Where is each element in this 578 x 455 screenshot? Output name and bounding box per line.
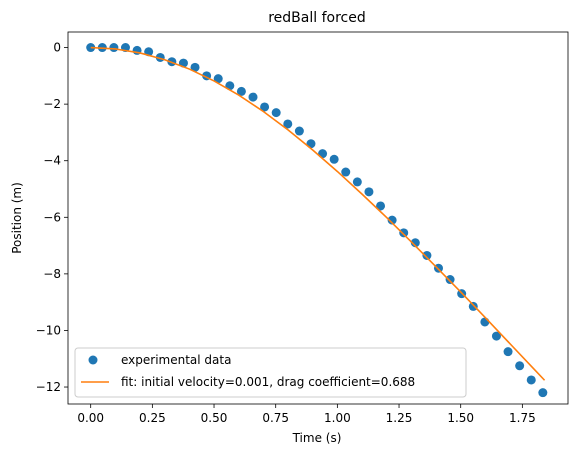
legend-marker-data: [88, 355, 98, 365]
y-tick-label: −10: [36, 323, 61, 337]
data-point: [387, 215, 397, 225]
data-point: [236, 86, 246, 96]
y-tick-label: −4: [43, 154, 61, 168]
x-tick-label: 1.75: [509, 411, 536, 425]
data-point: [491, 331, 501, 341]
fit-line: [90, 46, 546, 381]
data-point: [329, 154, 339, 164]
data-point: [526, 375, 536, 385]
data-point: [410, 238, 420, 248]
data-point: [213, 74, 223, 84]
data-point: [294, 126, 304, 136]
data-point: [260, 102, 270, 112]
x-tick-label: 1.50: [447, 411, 474, 425]
y-tick-label: −6: [43, 210, 61, 224]
data-point: [190, 62, 200, 72]
data-point: [283, 119, 293, 129]
legend-label-fit: fit: initial velocity=0.001, drag coeffi…: [121, 375, 415, 389]
legend: experimental data fit: initial velocity=0…: [74, 347, 467, 398]
data-point: [376, 201, 386, 211]
data-point: [248, 92, 258, 102]
data-point: [109, 43, 119, 53]
data-point: [352, 177, 362, 187]
x-tick-label: 0.75: [262, 411, 289, 425]
y-tick-label: −2: [43, 97, 61, 111]
data-point: [422, 250, 432, 260]
x-axis: 0.00 0.25 0.50 0.75 1.00 1.25 1.50 1.75: [77, 404, 536, 425]
y-tick-label: 0: [53, 41, 61, 55]
data-point: [515, 361, 525, 371]
x-axis-label: Time (s): [292, 431, 342, 445]
plot-area: [67, 31, 569, 405]
data-point: [503, 347, 513, 357]
x-tick-label: 0.25: [139, 411, 166, 425]
x-tick-label: 0.50: [201, 411, 228, 425]
y-axis-label: Position (m): [10, 182, 24, 254]
x-tick-label: 0.00: [77, 411, 104, 425]
y-tick-label: −8: [43, 267, 61, 281]
legend-box: [74, 347, 467, 398]
legend-label-data: experimental data: [121, 353, 231, 367]
data-point: [480, 317, 490, 327]
data-point: [468, 301, 478, 311]
data-point: [271, 108, 281, 118]
data-layer: [86, 43, 548, 398]
y-tick-label: −12: [36, 380, 61, 394]
data-point: [399, 228, 409, 238]
data-point: [364, 187, 374, 197]
data-point: [538, 388, 548, 398]
chart-title: redBall forced: [268, 10, 366, 26]
y-axis: 0 −2 −4 −6 −8 −10 −12: [36, 41, 68, 394]
data-point: [445, 275, 455, 285]
x-tick-label: 1.25: [386, 411, 413, 425]
x-tick-label: 1.00: [324, 411, 351, 425]
data-point: [341, 167, 351, 177]
